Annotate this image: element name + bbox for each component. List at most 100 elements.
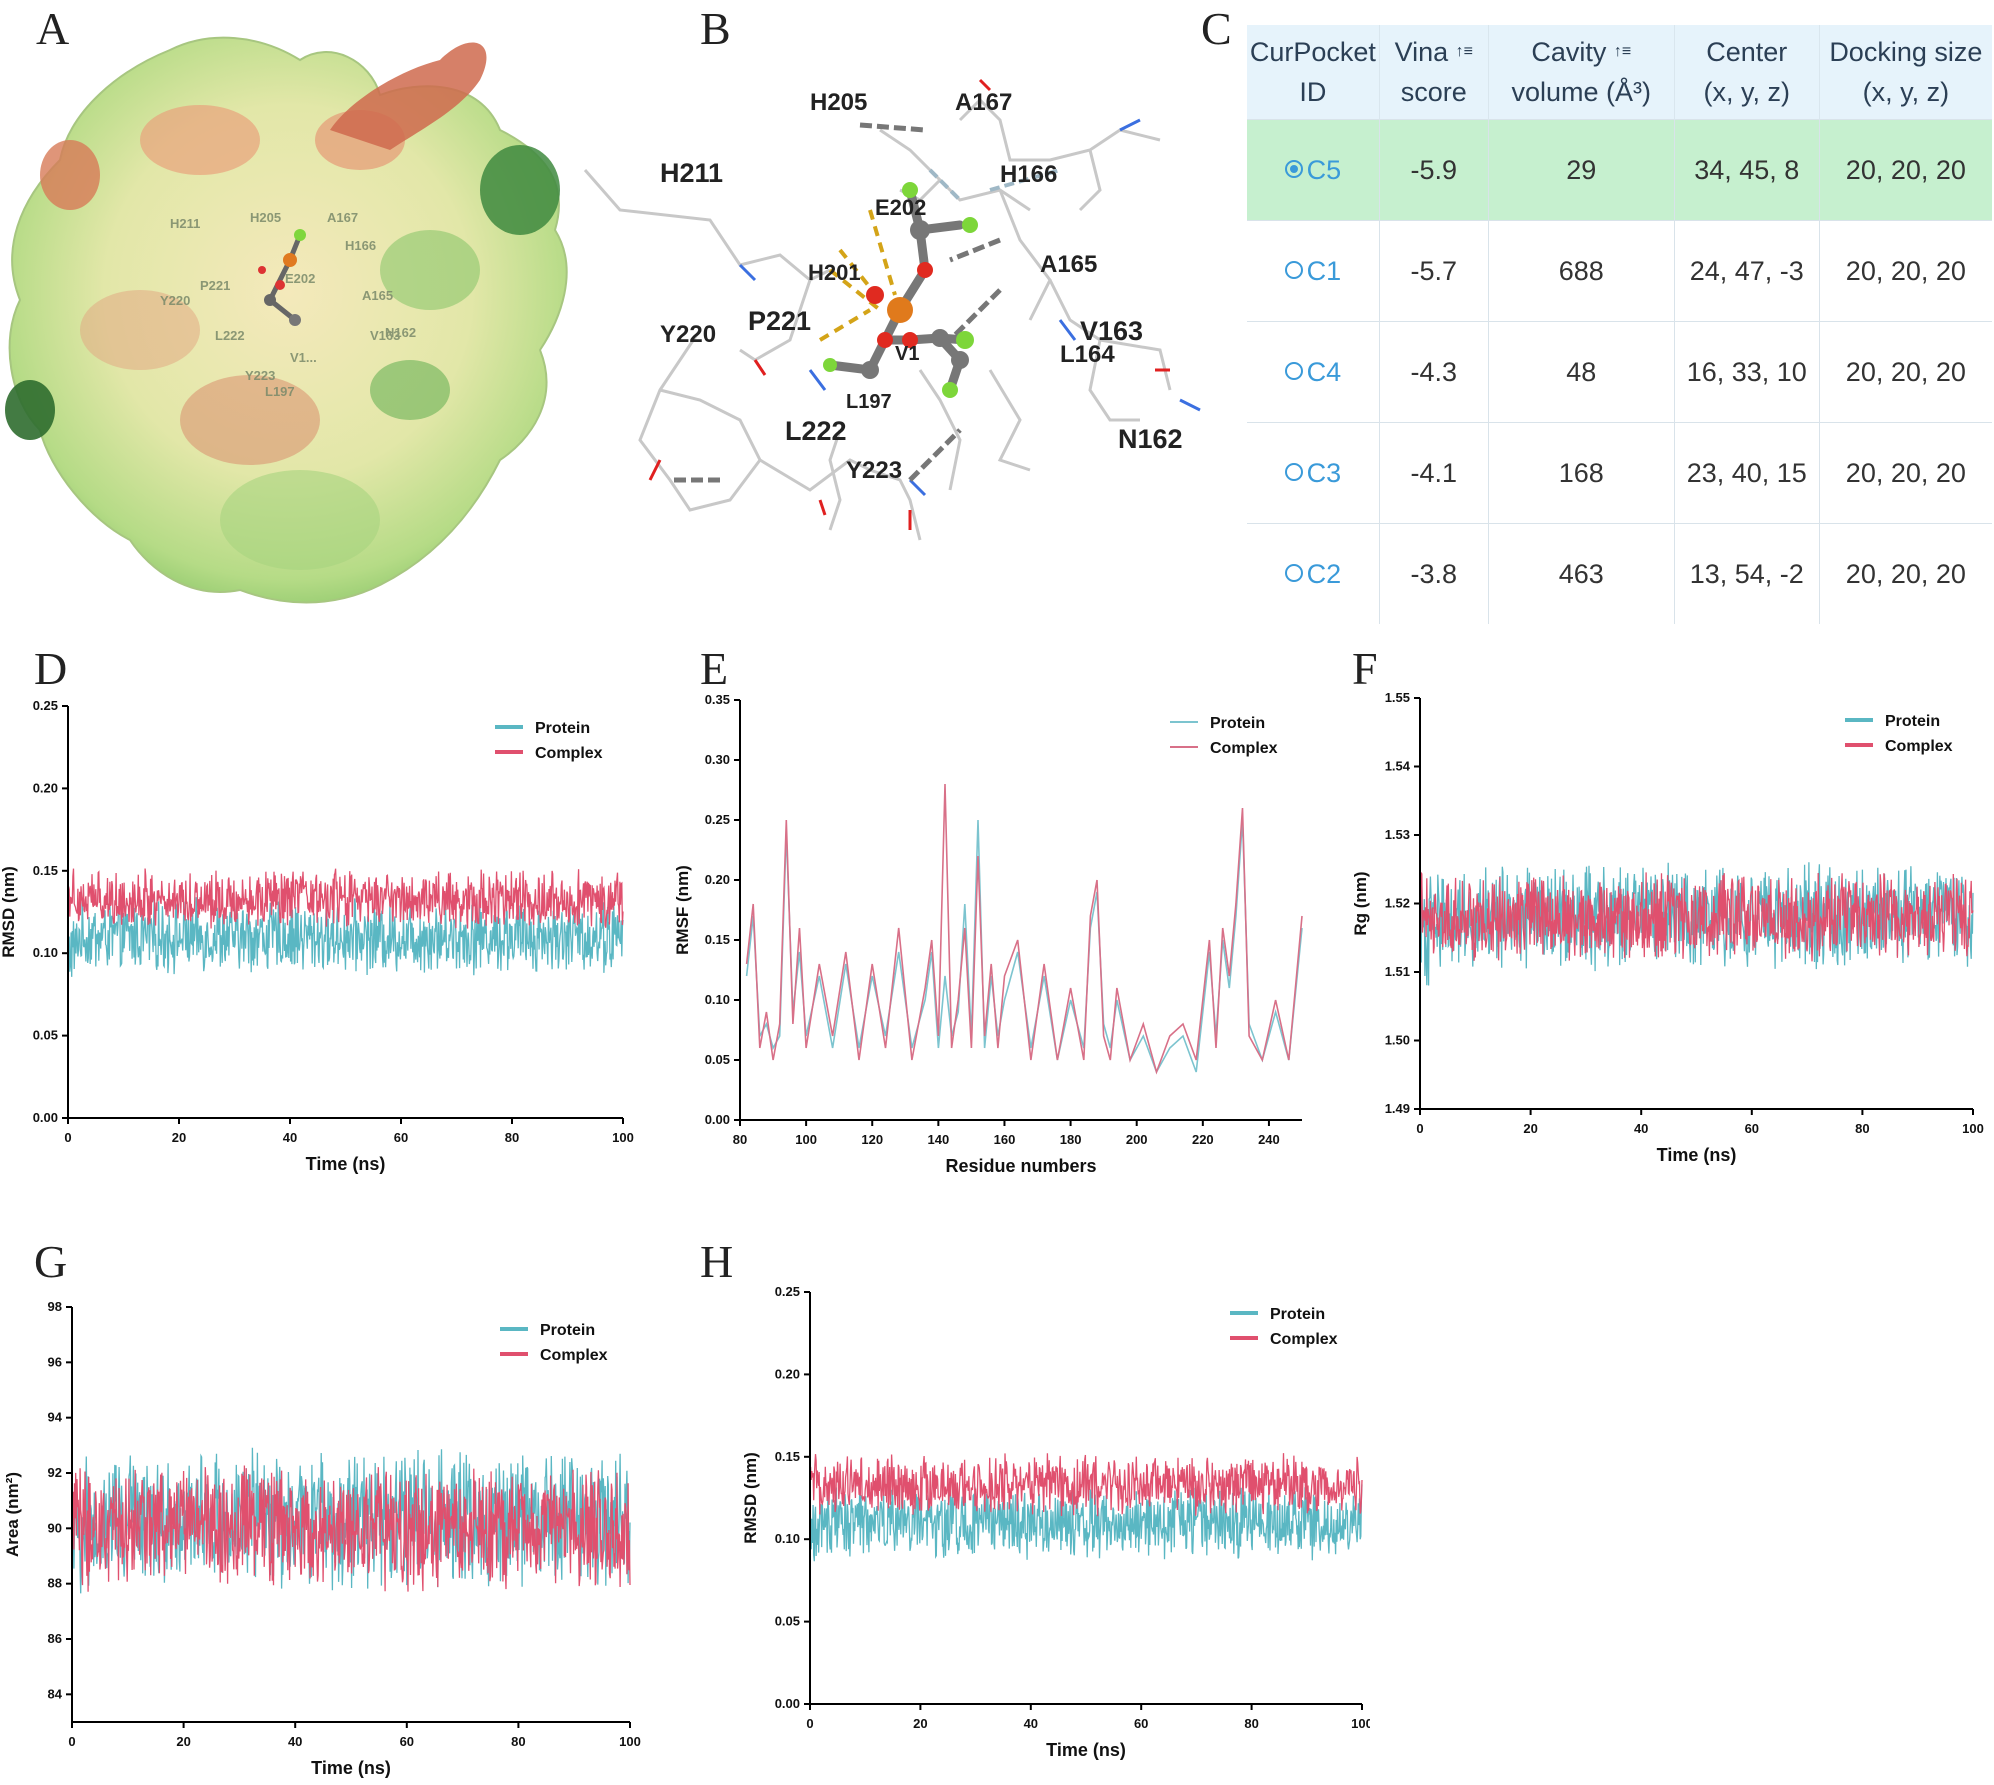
x-tick-label: 240 [1258,1132,1280,1147]
panel-b-label: Y223 [846,457,902,484]
docking-size-cell: 20, 20, 20 [1819,422,1992,524]
panel-a-label: H211 [170,216,200,231]
y-tick-label: 1.52 [1385,896,1410,911]
pocket-id: C2 [1306,558,1342,589]
y-tick-label: 0.30 [705,752,730,767]
radio-icon[interactable] [1284,362,1303,381]
y-tick-label: 94 [48,1410,63,1425]
x-tick-label: 0 [806,1716,813,1731]
x-axis-label: Residue numbers [945,1156,1096,1176]
y-tick-label: 0.15 [705,932,730,947]
x-tick-label: 100 [1351,1716,1370,1731]
pocket-row[interactable]: C1 -5.7 688 24, 47, -3 20, 20, 20 [1247,220,1992,322]
x-tick-label: 60 [1745,1121,1759,1136]
header-curpocket-id: CurPocket ID [1247,25,1380,120]
y-tick-label: 0.20 [775,1366,800,1381]
pocket-id-cell[interactable]: C4 [1247,321,1380,423]
header-line: volume (Å³) [1511,77,1652,107]
panel-b-label: H166 [1000,161,1057,188]
x-tick-label: 40 [288,1734,302,1749]
y-tick-label: 90 [48,1520,62,1535]
x-tick-label: 40 [1634,1121,1648,1136]
panel-a-label: H166 [345,238,376,253]
y-tick-label: 88 [48,1576,62,1591]
series-line-protein [745,819,1303,1074]
pocket-id-cell[interactable]: C2 [1247,523,1380,624]
center-cell: 16, 33, 10 [1674,321,1820,423]
x-tick-label: 80 [511,1734,525,1749]
pocket-id: C4 [1306,356,1342,387]
vina-score-cell: -5.9 [1379,119,1489,221]
y-tick-label: 1.51 [1385,964,1410,979]
radio-icon[interactable] [1284,261,1303,280]
legend-label: Protein [1210,715,1265,732]
pocket-id-cell[interactable]: C3 [1247,422,1380,524]
x-tick-label: 120 [861,1132,883,1147]
docking-size-cell: 20, 20, 20 [1819,119,1992,221]
y-axis-label: Rg (nm) [1351,871,1370,935]
sort-icon[interactable]: ↑≡ [1613,43,1632,60]
radio-icon[interactable] [1284,564,1303,583]
panel-b-label: E202 [875,195,926,220]
radio-icon[interactable] [1284,160,1303,179]
x-tick-label: 20 [176,1734,190,1749]
vina-score-cell: -5.7 [1379,220,1489,322]
panel-a-label: P221 [200,278,230,293]
y-tick-label: 0.15 [775,1449,800,1464]
panel-a-label: N162 [385,325,416,340]
panel-letter-c: C [1201,3,1232,54]
panel-a-label: L197 [265,384,295,399]
header-line: Docking size [1829,37,1983,67]
sort-icon[interactable]: ↑≡ [1455,43,1473,60]
y-tick-label: 0.15 [33,863,58,878]
legend-label: Complex [535,745,603,762]
x-tick-label: 80 [733,1132,747,1147]
panel-a-ligand [258,229,306,326]
x-tick-label: 80 [1244,1716,1258,1731]
center-cell: 13, 54, -2 [1674,523,1820,624]
x-tick-label: 100 [612,1130,634,1145]
y-tick-label: 84 [48,1686,63,1701]
y-axis-label: RMSD (nm) [741,1452,760,1544]
pocket-id: C3 [1306,457,1342,488]
y-tick-label: 0.10 [775,1531,800,1546]
pocket-row[interactable]: C2 -3.8 463 13, 54, -2 20, 20, 20 [1247,523,1992,624]
legend-label: Complex [1210,740,1278,757]
y-tick-label: 0.00 [33,1110,58,1125]
panel-a-label: A165 [362,288,393,303]
chart-e-rmsf: 80 100 120 140 160 180 200 220 240 0.00 0.05 0.10 0.… [673,692,1303,1176]
y-tick-label: 96 [48,1354,62,1369]
legend-label: Protein [535,720,590,737]
x-tick-label: 40 [1024,1716,1038,1731]
pocket-id-cell[interactable]: C5 [1247,119,1380,221]
panel-b-ligand [823,182,978,398]
x-tick-label: 140 [928,1132,950,1147]
x-axis-label: Time (ns) [1046,1740,1126,1760]
pocket-row[interactable]: C5 -5.9 29 34, 45, 8 20, 20, 20 [1247,119,1992,221]
panel-b-label: H201 [808,260,861,285]
docking-size-cell: 20, 20, 20 [1819,321,1992,423]
y-tick-label: 0.35 [705,692,730,707]
legend-label: Protein [1270,1306,1325,1323]
y-tick-label: 98 [48,1299,62,1314]
y-axis-label: Area (nm²) [3,1472,22,1557]
x-tick-label: 100 [795,1132,817,1147]
panel-b-label: L222 [785,416,847,446]
panel-b-label: A165 [1040,251,1097,278]
panel-a-label: E202 [285,271,315,286]
header-docking-size: Docking size (x, y, z) [1819,25,1992,120]
pocket-table-header: CurPocket ID Vina ↑≡ score Cavity ↑≡ vol… [1247,25,1992,120]
pocket-row[interactable]: C4 -4.3 48 16, 33, 10 20, 20, 20 [1247,321,1992,423]
radio-icon[interactable] [1284,463,1303,482]
pocket-id-cell[interactable]: C1 [1247,220,1380,322]
pocket-row[interactable]: C3 -4.1 168 23, 40, 15 20, 20, 20 [1247,422,1992,524]
header-cavity-volume[interactable]: Cavity ↑≡ volume (Å³) [1488,25,1675,120]
header-vina-score[interactable]: Vina ↑≡ score [1379,25,1489,120]
y-axis-label: RMSF (nm) [673,865,692,955]
cavity-volume-cell: 29 [1488,119,1675,221]
vina-score-cell: -4.1 [1379,422,1489,524]
panel-a-label: V1... [290,350,317,365]
panel-b-label: P221 [748,306,811,336]
cavity-volume-cell: 688 [1488,220,1675,322]
y-tick-label: 1.53 [1385,827,1410,842]
